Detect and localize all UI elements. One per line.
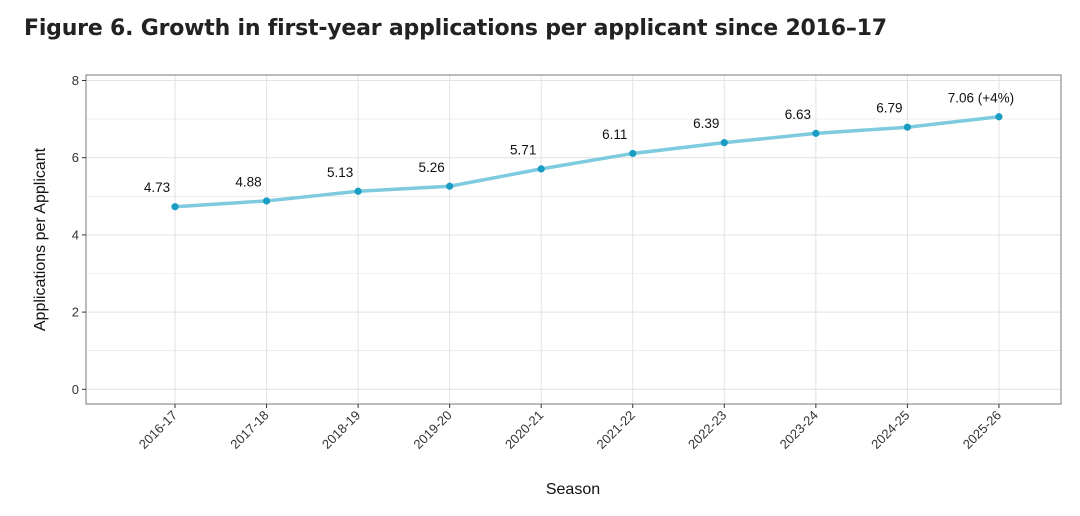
x-tick-label: 2021-22 — [594, 408, 638, 452]
series-line — [173, 115, 1001, 209]
data-point — [262, 197, 271, 205]
x-tick-label: 2020-21 — [502, 408, 546, 452]
figure-title: Figure 6. Growth in first-year applicati… — [24, 16, 887, 41]
data-point — [720, 139, 728, 147]
data-point — [171, 203, 179, 211]
x-tick-label: 2023-24 — [777, 408, 821, 452]
plot-panel-border — [85, 74, 1062, 405]
data-labels: 4.73 4.88 5.13 5.26 5.71 6.11 6.39 6.63 6.79 7.06… — [144, 90, 1014, 195]
data-label: 5.26 — [419, 160, 445, 175]
data-point — [812, 129, 820, 137]
data-label: 4.73 — [144, 180, 170, 195]
data-point — [903, 123, 912, 131]
y-tick-label: 6 — [72, 150, 79, 165]
data-label: 6.63 — [785, 107, 811, 122]
data-point — [537, 165, 545, 173]
grid-lines — [86, 75, 1061, 404]
x-tick-label: 2024-25 — [868, 408, 912, 452]
x-tick-label: 2022-23 — [685, 408, 729, 452]
x-tick-label: 2025-26 — [960, 408, 1004, 452]
data-point — [354, 187, 362, 195]
x-tick-label: 2017-18 — [227, 408, 271, 452]
x-axis-title: Season — [546, 481, 600, 498]
data-point — [629, 149, 637, 158]
data-label: 6.79 — [876, 101, 902, 116]
y-tick-label: 4 — [72, 227, 79, 242]
y-axis-title: Applications per Applicant — [32, 147, 49, 331]
data-point — [995, 113, 1003, 121]
x-tick-label: 2016-17 — [136, 408, 180, 452]
data-point — [446, 182, 454, 190]
series-application-rate — [171, 113, 1003, 211]
data-label: 5.13 — [327, 165, 353, 180]
data-label: 7.06 (+4%) — [948, 90, 1014, 105]
y-tick-label: 2 — [72, 305, 79, 320]
y-tick-label: 8 — [72, 73, 79, 88]
x-tick-label: 2019-20 — [410, 408, 454, 452]
data-label: 4.88 — [235, 174, 261, 189]
data-label: 5.71 — [510, 142, 536, 157]
x-tick-label: 2018-19 — [319, 408, 363, 452]
y-tick-label: 0 — [72, 382, 79, 397]
data-label: 6.39 — [693, 116, 719, 131]
data-label: 6.11 — [602, 127, 627, 142]
